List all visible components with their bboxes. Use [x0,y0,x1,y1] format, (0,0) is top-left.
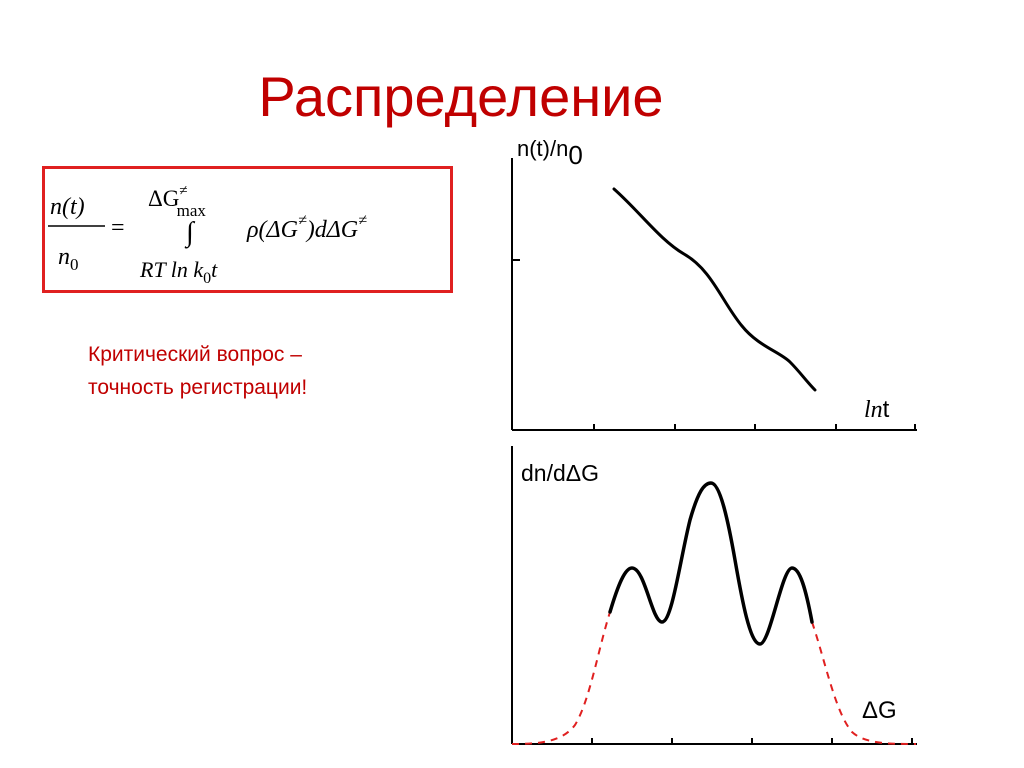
bottom-y-label: dn/dΔG [521,460,599,486]
top-x-label: lnt [864,396,890,423]
right-tail-curve [811,621,917,745]
note-line-2: точность регистрации! [88,376,308,399]
formula-integrand: ρ(ΔG≠)dΔG≠ [246,212,367,243]
formula-lower-limit: RT ln k0t [139,257,218,287]
multi-peak-curve [608,481,814,646]
formula: n(t) n0 = ΔG≠ max ∫ RT ln k0t ρ(ΔG≠)dΔG≠ [48,183,367,287]
formula-equals: = [111,215,125,241]
top-decay-curve [612,187,817,392]
critical-note: Критический вопрос – точность регистраци… [88,338,428,404]
slide-title: Распределение [258,65,664,128]
formula-upper-limit: ΔG≠ max [148,183,206,220]
top-plot: n(t)/n0 lnt [511,136,917,431]
note-line-1: Критический вопрос – [88,343,302,366]
formula-numerator: n(t) [50,194,85,220]
formula-denominator: n0 [58,244,79,274]
formula-box: n(t) n0 = ΔG≠ max ∫ RT ln k0t ρ(ΔG≠)dΔG≠ [42,166,453,293]
bottom-plot: dn/dΔG ΔG [511,446,917,745]
bottom-x-label: ΔG [862,697,897,724]
left-tail-curve [511,611,611,745]
formula-integral-sign: ∫ [184,217,196,249]
top-y-label: n(t)/n0 [517,136,583,170]
